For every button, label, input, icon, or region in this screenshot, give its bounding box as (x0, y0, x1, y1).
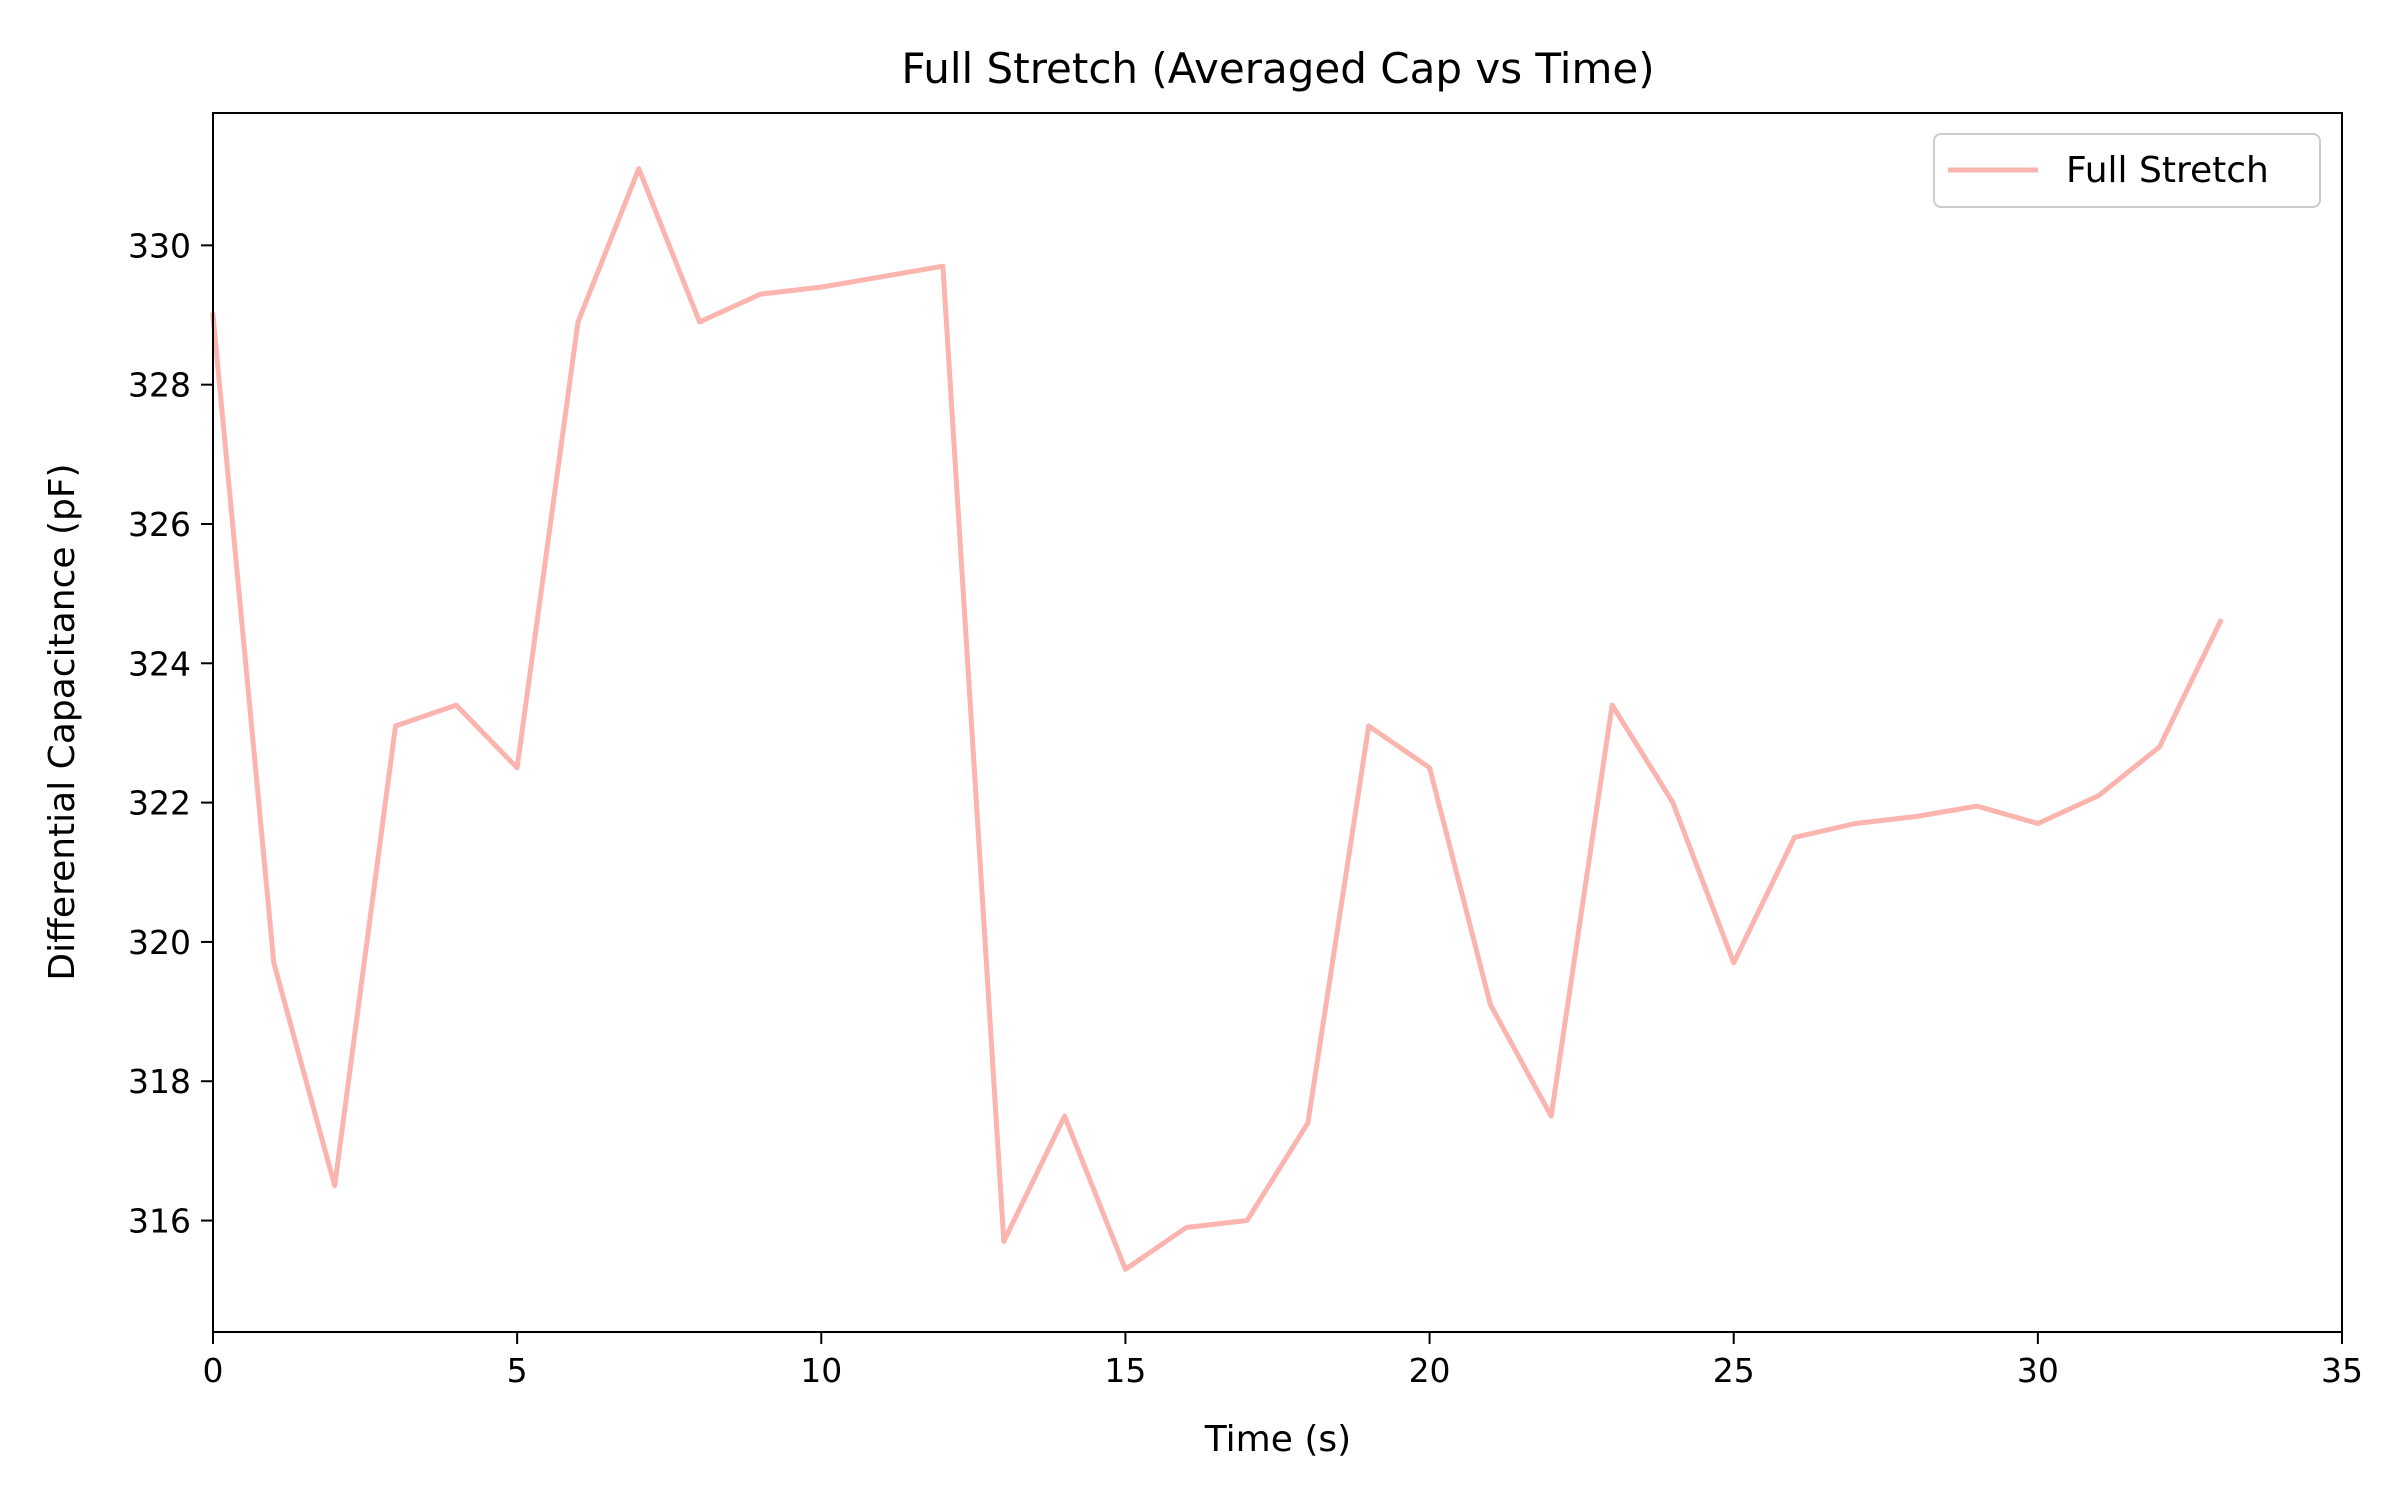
y-tick-label: 318 (128, 1062, 191, 1101)
y-tick-label: 330 (128, 226, 191, 265)
plot-frame (212, 112, 2343, 1333)
series-line-0 (210, 166, 2224, 1272)
x-tick-label: 5 (507, 1351, 528, 1390)
x-axis-label: Time (s) (1204, 1419, 1351, 1460)
y-axis-ticks: 316 318 320 322 324 326 328 330 (128, 226, 213, 1241)
y-tick-label: 326 (128, 505, 191, 544)
legend: Full Stretch (1933, 133, 2321, 208)
y-tick-label: 324 (128, 644, 191, 683)
x-tick-label: 25 (1713, 1351, 1755, 1390)
y-tick-label: 322 (128, 784, 191, 823)
chart-title: Full Stretch (Averaged Cap vs Time) (901, 44, 1654, 93)
y-tick-label: 320 (128, 923, 191, 962)
x-axis-ticks: 0 5 10 15 20 25 30 35 (203, 1332, 2363, 1390)
y-tick-label: 316 (128, 1202, 191, 1241)
x-tick-label: 30 (2017, 1351, 2059, 1390)
x-tick-label: 10 (800, 1351, 842, 1390)
x-tick-label: 15 (1104, 1351, 1146, 1390)
legend-box (1933, 133, 2321, 208)
legend-label: Full Stretch (2066, 150, 2269, 191)
y-tick-label: 328 (128, 366, 191, 405)
x-tick-label: 0 (203, 1351, 224, 1390)
x-tick-label: 35 (2321, 1351, 2363, 1390)
x-tick-label: 20 (1409, 1351, 1451, 1390)
series-layer (210, 166, 2224, 1272)
y-axis-label: Differential Capacitance (pF) (42, 463, 83, 980)
